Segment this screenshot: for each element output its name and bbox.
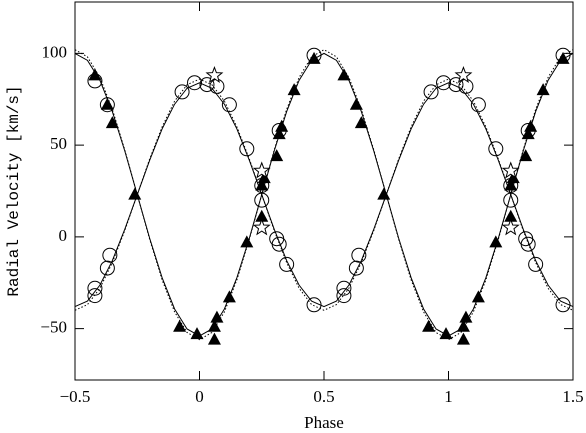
triangle-point [377,187,391,200]
circle-point [187,75,203,91]
triangle-point [489,235,503,248]
x-tick-label: 1 [444,387,453,406]
triangle-point [255,178,269,191]
circle-point [174,84,190,100]
triangle-point [337,68,351,81]
y-tick-label: 100 [42,42,68,61]
circle-point [503,192,519,208]
triangle-point [506,171,520,184]
y-tick-label: 0 [59,226,68,245]
x-tick-label: 1.5 [562,387,583,406]
circle-point [254,192,270,208]
curve [74,52,574,337]
triangle-point [556,51,570,64]
curve [74,78,574,311]
circle-point [488,141,504,157]
triangle-point [105,116,119,129]
triangle-point [354,116,368,129]
star-point [501,161,520,179]
triangle-point [173,319,187,332]
x-tick-label: −0.5 [60,387,91,406]
triangle-point [190,327,204,340]
circle-point [528,256,544,272]
triangle-point [270,149,284,162]
star-point [454,65,473,84]
circle-point [102,247,118,263]
circle-point [423,84,439,100]
triangle-point [207,319,221,332]
triangle-point [422,319,436,332]
triangle-point [459,310,473,323]
triangle-point [519,149,533,162]
circle-point [99,260,115,276]
circle-point [87,288,103,304]
triangle-point [287,83,301,96]
star-point [252,161,271,179]
y-tick-label: 50 [50,134,67,153]
circle-point [87,280,103,296]
triangle-point [222,290,236,303]
circle-point [306,297,322,313]
triangle-point [439,327,453,340]
triangle-point [456,332,470,345]
curve [74,82,574,308]
triangle-point [257,171,271,184]
triangle-point [471,290,485,303]
circle-point [336,288,352,304]
triangle-point [307,51,321,64]
triangle-point [504,209,518,222]
circle-point [271,236,287,252]
circle-point [348,260,364,276]
x-tick-label: 0 [195,387,204,406]
star-point [205,65,224,84]
circle-point [520,236,536,252]
circle-point [436,75,452,91]
triangle-point [88,68,102,81]
circle-point [221,97,237,113]
x-tick-label: 0.5 [313,387,334,406]
x-axis-title: Phase [304,413,344,432]
triangle-point [210,310,224,323]
y-axis-title: Radial Velocity [km/s] [5,85,23,296]
triangle-point [272,127,286,140]
triangle-point [275,119,289,132]
star-point [252,218,271,236]
circle-point [458,78,474,94]
triangle-point [128,187,142,200]
circle-point [199,77,215,93]
star-point [501,218,520,236]
circle-point [209,78,225,94]
circle-point [239,141,255,157]
circle-point [279,256,295,272]
triangle-point [456,319,470,332]
triangle-point [521,127,535,140]
triangle-point [349,97,363,110]
curve [74,49,574,341]
circle-point [351,247,367,263]
triangle-point [504,178,518,191]
triangle-point [255,209,269,222]
plot-frame [74,1,574,381]
triangle-point [100,97,114,110]
y-tick-label: −50 [40,318,67,337]
triangle-point [207,332,221,345]
circle-point [555,297,571,313]
triangle-point [240,235,254,248]
triangle-point [524,119,538,132]
circle-point [470,97,486,113]
circle-point [448,77,464,93]
triangle-point [536,83,550,96]
circle-point [336,280,352,296]
